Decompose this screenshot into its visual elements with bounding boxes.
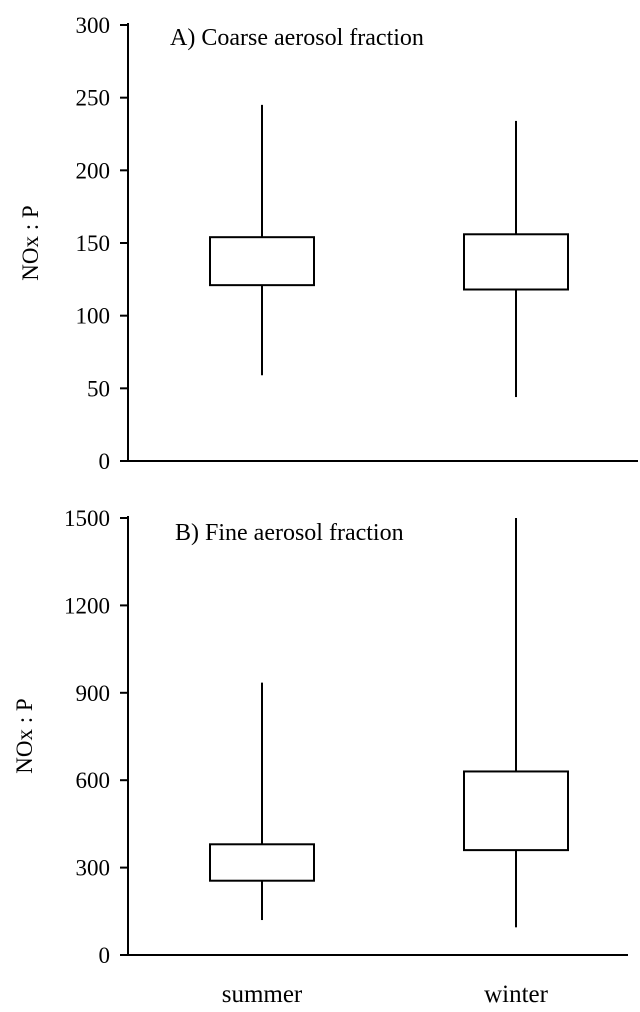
category-label-winter: winter — [484, 981, 549, 1008]
panel-a-y-tick-label: 0 — [99, 449, 111, 474]
panel-a-title: A) Coarse aerosol fraction — [170, 25, 424, 51]
panel-a-y-tick-label: 100 — [76, 304, 111, 329]
panel-b-y-axis-label: NOx : P — [12, 698, 37, 773]
panel-a: A) Coarse aerosol fraction NOx : P 0 50 10… — [18, 13, 638, 474]
panel-b-y-tick-label: 300 — [76, 856, 111, 881]
panel-a-y-tick-label: 300 — [76, 13, 111, 38]
panel-b-winter-box — [463, 770, 569, 852]
panel-b-y-tick-label: 0 — [99, 943, 111, 968]
category-label-summer: summer — [222, 981, 303, 1008]
panel-b-y-tick-label: 1500 — [64, 506, 110, 531]
panel-b-summer-box — [209, 843, 315, 882]
x-category-labels: summer winter — [222, 981, 549, 1008]
panel-a-y-tick-label: 50 — [87, 376, 110, 401]
panel-b: B) Fine aerosol fraction NOx : P 0 300 600… — [12, 506, 628, 968]
panel-b-y-tick-label: 600 — [76, 768, 111, 793]
panel-a-y-tick-label: 200 — [76, 158, 111, 183]
panel-a-y-axis-label: NOx : P — [18, 205, 43, 280]
panel-b-y-tick-label: 900 — [76, 681, 111, 706]
panel-a-y-tick-label: 150 — [76, 231, 111, 256]
panel-a-summer-box — [209, 236, 315, 287]
panel-b-title: B) Fine aerosol fraction — [175, 520, 404, 546]
panel-b-y-tick-label: 1200 — [64, 593, 110, 618]
panel-a-y-tick-label: 250 — [76, 86, 111, 111]
panel-a-winter-box — [463, 233, 569, 291]
